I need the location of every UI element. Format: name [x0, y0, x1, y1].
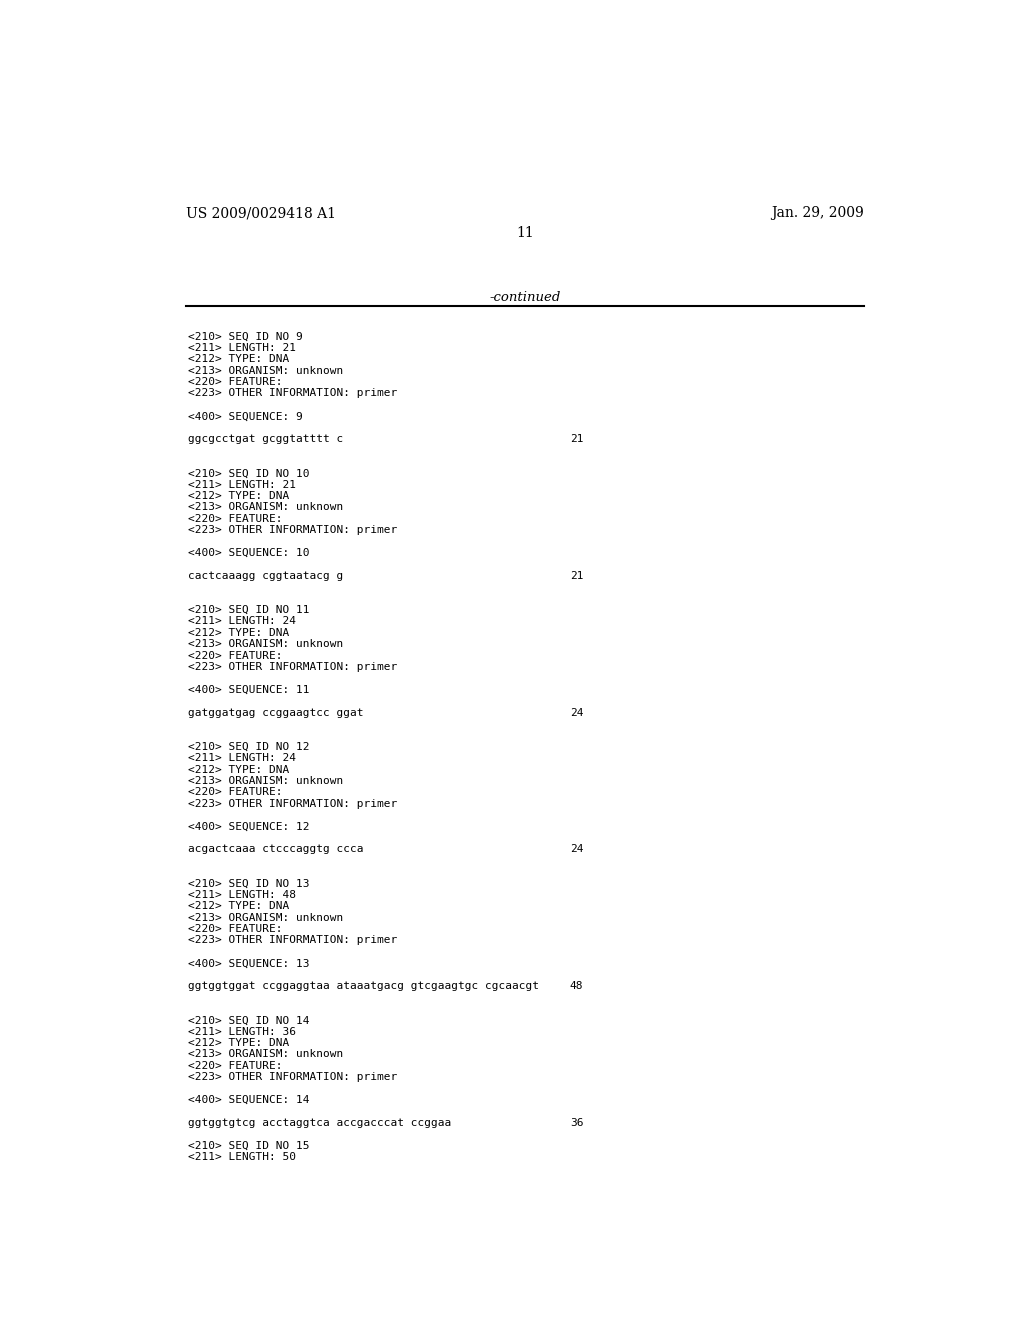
Text: <223> OTHER INFORMATION: primer: <223> OTHER INFORMATION: primer [188, 525, 397, 535]
Text: <212> TYPE: DNA: <212> TYPE: DNA [188, 354, 290, 364]
Text: 48: 48 [569, 981, 584, 991]
Text: <220> FEATURE:: <220> FEATURE: [188, 1061, 283, 1071]
Text: <211> LENGTH: 50: <211> LENGTH: 50 [188, 1152, 297, 1162]
Text: <223> OTHER INFORMATION: primer: <223> OTHER INFORMATION: primer [188, 663, 397, 672]
Text: <220> FEATURE:: <220> FEATURE: [188, 787, 283, 797]
Text: <210> SEQ ID NO 9: <210> SEQ ID NO 9 [188, 331, 303, 342]
Text: <211> LENGTH: 21: <211> LENGTH: 21 [188, 343, 297, 352]
Text: ggtggtggat ccggaggtaa ataaatgacg gtcgaagtgc cgcaacgt: ggtggtggat ccggaggtaa ataaatgacg gtcgaag… [188, 981, 540, 991]
Text: cactcaaagg cggtaatacg g: cactcaaagg cggtaatacg g [188, 570, 344, 581]
Text: <212> TYPE: DNA: <212> TYPE: DNA [188, 1038, 290, 1048]
Text: <400> SEQUENCE: 11: <400> SEQUENCE: 11 [188, 685, 310, 694]
Text: gatggatgag ccggaagtcc ggat: gatggatgag ccggaagtcc ggat [188, 708, 364, 718]
Text: <211> LENGTH: 24: <211> LENGTH: 24 [188, 754, 297, 763]
Text: 24: 24 [569, 708, 584, 718]
Text: ggcgcctgat gcggtatttt c: ggcgcctgat gcggtatttt c [188, 434, 344, 444]
Text: <211> LENGTH: 21: <211> LENGTH: 21 [188, 479, 297, 490]
Text: <213> ORGANISM: unknown: <213> ORGANISM: unknown [188, 912, 344, 923]
Text: US 2009/0029418 A1: US 2009/0029418 A1 [186, 206, 336, 220]
Text: -continued: -continued [489, 290, 560, 304]
Text: <400> SEQUENCE: 10: <400> SEQUENCE: 10 [188, 548, 310, 558]
Text: acgactcaaa ctcccaggtg ccca: acgactcaaa ctcccaggtg ccca [188, 845, 364, 854]
Text: <220> FEATURE:: <220> FEATURE: [188, 651, 283, 660]
Text: 11: 11 [516, 226, 534, 240]
Text: <210> SEQ ID NO 10: <210> SEQ ID NO 10 [188, 469, 310, 478]
Text: ggtggtgtcg acctaggtca accgacccat ccggaa: ggtggtgtcg acctaggtca accgacccat ccggaa [188, 1118, 452, 1127]
Text: <400> SEQUENCE: 14: <400> SEQUENCE: 14 [188, 1096, 310, 1105]
Text: <210> SEQ ID NO 14: <210> SEQ ID NO 14 [188, 1015, 310, 1026]
Text: <210> SEQ ID NO 13: <210> SEQ ID NO 13 [188, 879, 310, 888]
Text: <211> LENGTH: 36: <211> LENGTH: 36 [188, 1027, 297, 1036]
Text: <213> ORGANISM: unknown: <213> ORGANISM: unknown [188, 503, 344, 512]
Text: <223> OTHER INFORMATION: primer: <223> OTHER INFORMATION: primer [188, 1072, 397, 1082]
Text: <400> SEQUENCE: 9: <400> SEQUENCE: 9 [188, 412, 303, 421]
Text: Jan. 29, 2009: Jan. 29, 2009 [771, 206, 864, 220]
Text: <210> SEQ ID NO 12: <210> SEQ ID NO 12 [188, 742, 310, 752]
Text: 24: 24 [569, 845, 584, 854]
Text: <210> SEQ ID NO 11: <210> SEQ ID NO 11 [188, 605, 310, 615]
Text: <400> SEQUENCE: 13: <400> SEQUENCE: 13 [188, 958, 310, 969]
Text: <212> TYPE: DNA: <212> TYPE: DNA [188, 628, 290, 638]
Text: 21: 21 [569, 570, 584, 581]
Text: <213> ORGANISM: unknown: <213> ORGANISM: unknown [188, 1049, 344, 1060]
Text: <223> OTHER INFORMATION: primer: <223> OTHER INFORMATION: primer [188, 936, 397, 945]
Text: <210> SEQ ID NO 15: <210> SEQ ID NO 15 [188, 1140, 310, 1151]
Text: <211> LENGTH: 24: <211> LENGTH: 24 [188, 616, 297, 627]
Text: <212> TYPE: DNA: <212> TYPE: DNA [188, 491, 290, 502]
Text: <220> FEATURE:: <220> FEATURE: [188, 924, 283, 935]
Text: <213> ORGANISM: unknown: <213> ORGANISM: unknown [188, 776, 344, 785]
Text: <212> TYPE: DNA: <212> TYPE: DNA [188, 902, 290, 911]
Text: <220> FEATURE:: <220> FEATURE: [188, 378, 283, 387]
Text: <223> OTHER INFORMATION: primer: <223> OTHER INFORMATION: primer [188, 388, 397, 399]
Text: <213> ORGANISM: unknown: <213> ORGANISM: unknown [188, 639, 344, 649]
Text: <223> OTHER INFORMATION: primer: <223> OTHER INFORMATION: primer [188, 799, 397, 809]
Text: <212> TYPE: DNA: <212> TYPE: DNA [188, 764, 290, 775]
Text: 21: 21 [569, 434, 584, 444]
Text: 36: 36 [569, 1118, 584, 1127]
Text: <213> ORGANISM: unknown: <213> ORGANISM: unknown [188, 366, 344, 376]
Text: <400> SEQUENCE: 12: <400> SEQUENCE: 12 [188, 821, 310, 832]
Text: <211> LENGTH: 48: <211> LENGTH: 48 [188, 890, 297, 900]
Text: <220> FEATURE:: <220> FEATURE: [188, 513, 283, 524]
